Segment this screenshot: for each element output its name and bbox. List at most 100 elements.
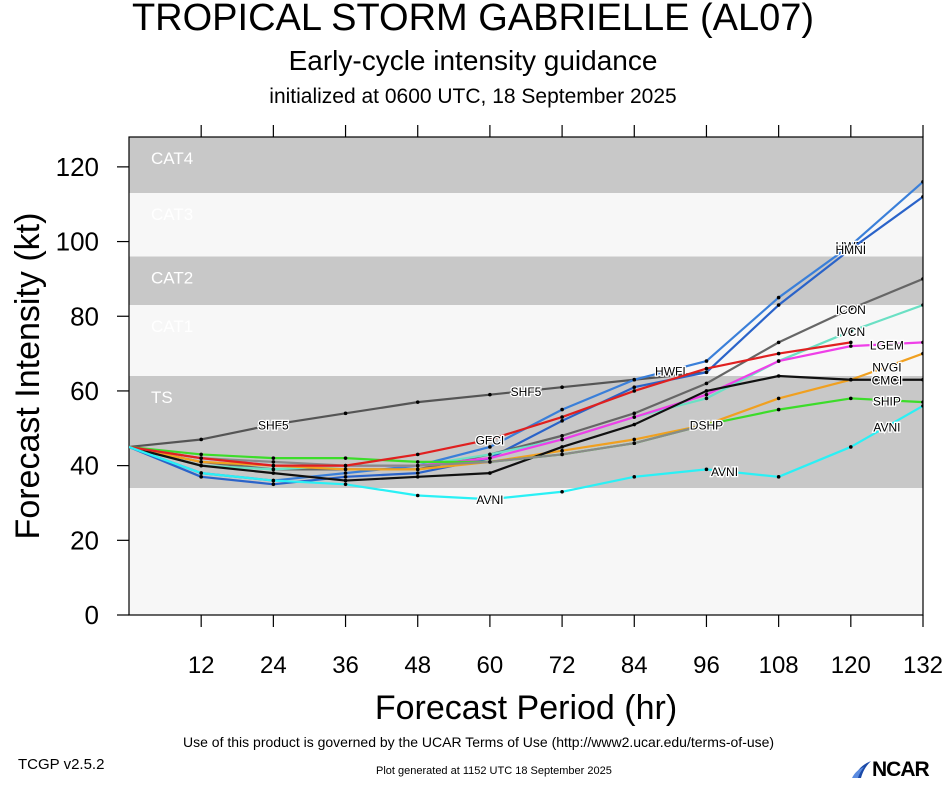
- data-point: [560, 445, 564, 449]
- data-point: [199, 463, 203, 468]
- data-point: [849, 377, 853, 382]
- data-point: [704, 396, 709, 401]
- data-point: [199, 475, 203, 479]
- data-point: [560, 452, 564, 457]
- band-label-ts: TS: [151, 388, 173, 407]
- ncar-logo-icon: [852, 761, 871, 778]
- band-label-cat2: CAT2: [151, 269, 193, 288]
- data-point: [271, 471, 276, 475]
- chart-subtitle: Early-cycle intensity guidance: [288, 45, 658, 76]
- band-cat1: [129, 305, 923, 376]
- data-point: [199, 437, 203, 442]
- y-tick-label: 60: [70, 376, 99, 406]
- band-cat4: [129, 137, 923, 194]
- series-label-nvgi: NVGI: [872, 361, 901, 375]
- x-tick-label: 12: [188, 652, 215, 679]
- data-point: [776, 475, 781, 479]
- data-point: [921, 351, 923, 356]
- series-label-ivcn: IVCN: [836, 325, 865, 339]
- y-axis-title: Forecast Intensity (kt): [9, 213, 47, 540]
- series-label-avni: AVNI: [476, 493, 503, 507]
- ncar-logo: NCAR: [852, 758, 946, 781]
- data-point: [343, 478, 348, 483]
- band-label-cat1: CAT1: [151, 317, 193, 336]
- data-point: [343, 456, 348, 460]
- data-point: [199, 460, 203, 464]
- data-point: [271, 463, 276, 468]
- data-point: [776, 374, 781, 378]
- data-point: [776, 407, 781, 412]
- data-point: [560, 407, 564, 412]
- data-point: [776, 359, 781, 363]
- chart-title: TROPICAL STORM GABRIELLE (AL07): [131, 0, 815, 39]
- data-point: [560, 415, 564, 419]
- y-tick-label: 100: [56, 227, 99, 257]
- data-point: [343, 471, 348, 475]
- x-tick-label: 24: [260, 652, 287, 679]
- x-tick-label: 108: [759, 652, 799, 679]
- data-point: [199, 456, 203, 460]
- data-point: [632, 441, 637, 446]
- x-tick-label: 84: [621, 652, 648, 679]
- data-point: [488, 437, 492, 442]
- data-point: [343, 411, 348, 416]
- data-point: [343, 482, 348, 487]
- data-point: [560, 419, 564, 423]
- data-point: [488, 456, 492, 460]
- series-label-dshp: DSHP: [690, 419, 723, 433]
- data-point: [199, 471, 203, 475]
- y-tick-label: 20: [70, 525, 99, 555]
- data-point: [271, 467, 276, 472]
- data-point: [704, 422, 709, 427]
- x-tick-label: 120: [831, 652, 871, 679]
- x-axis-title: Forecast Period (hr): [375, 689, 677, 727]
- data-point: [632, 437, 637, 442]
- x-tick-label: 96: [693, 652, 720, 679]
- generated-time: Plot generated at 1152 UTC 18 September …: [376, 765, 612, 777]
- data-point: [632, 385, 637, 390]
- data-point: [271, 460, 276, 464]
- data-point: [271, 422, 276, 427]
- y-tick-label: 80: [70, 301, 99, 331]
- data-point: [776, 340, 781, 345]
- series-hmni: [129, 194, 923, 487]
- data-point: [415, 467, 420, 472]
- data-point: [488, 497, 492, 502]
- data-point: [704, 467, 709, 472]
- data-point: [415, 471, 420, 475]
- series-label-avni: AVNI: [873, 420, 900, 434]
- data-point: [271, 478, 276, 483]
- data-point: [632, 475, 637, 479]
- data-point: [415, 452, 420, 457]
- data-point: [921, 400, 923, 404]
- terms-of-use: Use of this product is governed by the U…: [183, 734, 775, 750]
- data-point: [921, 340, 923, 345]
- data-point: [849, 329, 853, 333]
- series-label-shf5: SHF5: [511, 385, 542, 399]
- data-point: [560, 433, 564, 438]
- series-label-lgem: LGEM: [870, 338, 904, 352]
- data-point: [704, 366, 709, 371]
- band-cat2: [129, 256, 923, 306]
- series-dshp: [129, 422, 709, 468]
- data-point: [560, 437, 564, 442]
- data-point: [560, 385, 564, 390]
- data-point: [415, 475, 420, 479]
- data-point: [343, 467, 348, 472]
- data-point: [560, 448, 564, 453]
- data-point: [271, 456, 276, 460]
- data-point: [488, 460, 492, 464]
- data-point: [921, 404, 923, 408]
- init-time: initialized at 0600 UTC, 18 September 20…: [269, 85, 677, 108]
- x-tick-label: 72: [549, 652, 576, 679]
- data-point: [776, 303, 781, 307]
- data-point: [849, 247, 853, 251]
- data-point: [776, 351, 781, 356]
- data-point: [776, 396, 781, 401]
- data-point: [921, 303, 923, 307]
- data-point: [488, 445, 492, 449]
- version-label: TCGP v2.5.2: [18, 756, 105, 773]
- band-label-cat4: CAT4: [151, 149, 193, 168]
- data-point: [921, 277, 923, 281]
- data-point: [415, 463, 420, 468]
